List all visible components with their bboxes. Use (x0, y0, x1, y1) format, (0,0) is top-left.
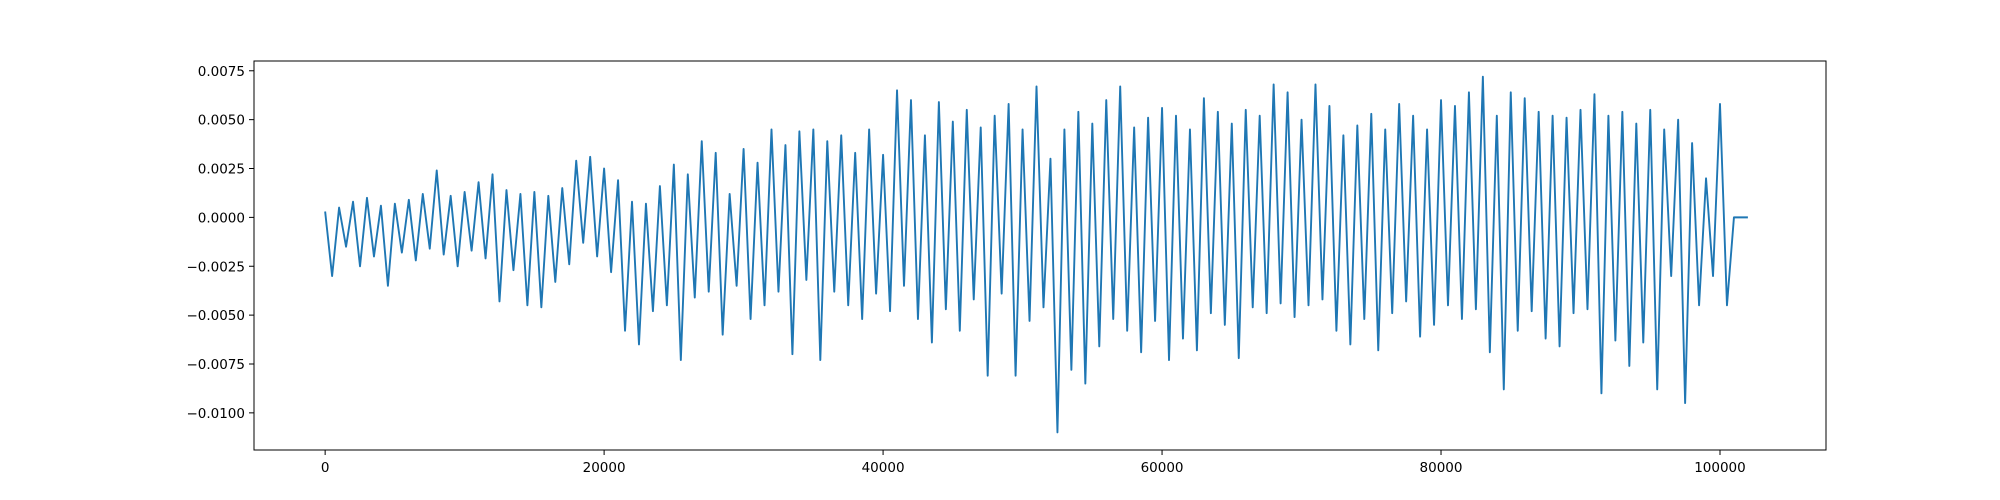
x-tick-label: 100000 (1694, 460, 1746, 476)
x-tick-label: 80000 (1420, 460, 1463, 476)
x-tick-label: 60000 (1141, 460, 1184, 476)
y-tick-label: 0.0000 (198, 210, 245, 226)
x-tick-label: 20000 (583, 460, 626, 476)
y-tick-label: −0.0050 (186, 308, 245, 324)
y-tick-label: 0.0075 (198, 64, 245, 80)
plot-frame (253, 60, 1827, 451)
y-tick-label: −0.0075 (186, 357, 245, 373)
y-tick-label: −0.0100 (186, 406, 245, 422)
y-tick-label: −0.0025 (186, 259, 245, 275)
x-tick-label: 0 (321, 460, 330, 476)
line-series (324, 75, 1748, 434)
x-tick-label: 40000 (862, 460, 905, 476)
y-tick-label: 0.0025 (198, 162, 245, 178)
y-tick-label: 0.0050 (198, 113, 245, 129)
